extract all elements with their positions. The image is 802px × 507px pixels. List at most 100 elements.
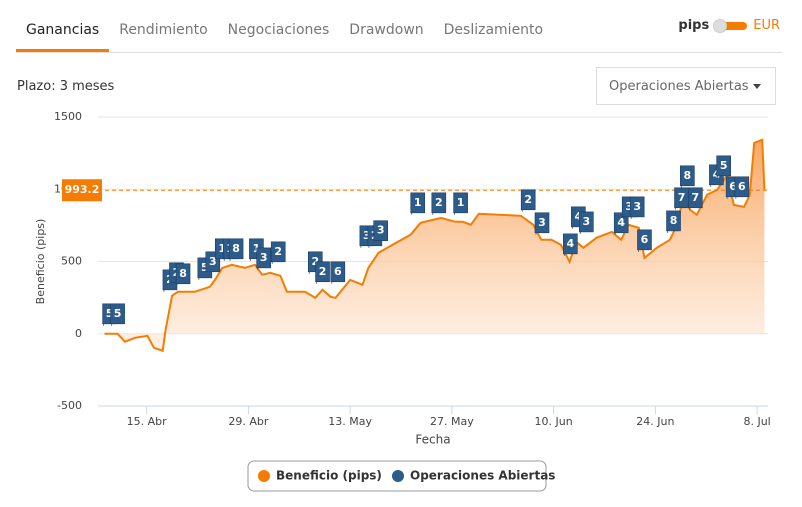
x-tick-label: 24. Jun bbox=[636, 415, 674, 428]
flag: 2 bbox=[431, 192, 447, 215]
flag-label: 8 bbox=[179, 267, 187, 280]
tab[interactable]: Drawdown bbox=[349, 22, 424, 38]
flag-label: 7 bbox=[692, 191, 700, 204]
flag-label: 7 bbox=[678, 191, 686, 204]
flag-box bbox=[613, 212, 629, 234]
flag-box bbox=[175, 263, 191, 285]
flag-label: 3 bbox=[583, 215, 591, 228]
x-tick-label: 15. Abr bbox=[127, 415, 167, 428]
flag: 3 bbox=[256, 247, 271, 270]
y-tick-label: 1500 bbox=[54, 110, 82, 123]
flag-box bbox=[228, 238, 244, 260]
flag: 4 bbox=[613, 212, 629, 235]
flag-box bbox=[579, 211, 594, 233]
x-tick-label: 27. May bbox=[430, 415, 474, 428]
x-tick-label: 8. Jul bbox=[743, 415, 770, 428]
legend-label: Beneficio (pips) bbox=[276, 469, 382, 483]
flag: 1 bbox=[410, 192, 426, 215]
flag-label: 8 bbox=[232, 242, 240, 255]
tabs: Ganancias Rendimiento Negociaciones Drawdow… bbox=[16, 0, 782, 53]
flag-label: 4 bbox=[617, 216, 625, 229]
y-tick-label: 500 bbox=[61, 255, 82, 268]
flag-box bbox=[563, 233, 578, 255]
flag-label: 3 bbox=[377, 224, 385, 237]
flag: 1 bbox=[453, 192, 468, 215]
dropdown[interactable]: Operaciones Abiertas bbox=[596, 67, 776, 105]
y-tick-label: -500 bbox=[57, 399, 82, 412]
flag-label: 2 bbox=[274, 245, 282, 258]
flag: 8 bbox=[228, 238, 244, 261]
flag-box bbox=[534, 212, 550, 234]
flag-label: 3 bbox=[538, 216, 546, 229]
flag-box bbox=[520, 189, 536, 211]
x-tick-label: 13. May bbox=[328, 415, 372, 428]
flag-label: 4 bbox=[575, 210, 583, 223]
flag-label: 2 bbox=[435, 196, 443, 209]
flag-box bbox=[629, 196, 645, 218]
toggle-left: pips bbox=[678, 18, 710, 33]
flag: 3 bbox=[629, 196, 645, 219]
flag-label: 5 bbox=[720, 159, 728, 172]
flag-label: 3 bbox=[209, 255, 217, 268]
legend-marker bbox=[258, 470, 270, 482]
flag: 2 bbox=[270, 241, 286, 264]
flag-box bbox=[270, 241, 286, 263]
flag: 4 bbox=[563, 233, 578, 256]
flag-label: 1 bbox=[218, 242, 226, 255]
currency-toggle[interactable]: pips EUR bbox=[678, 18, 780, 33]
flag: 2 bbox=[520, 189, 536, 212]
flag: 6 bbox=[637, 229, 652, 252]
flag-box bbox=[680, 165, 695, 187]
flag: 3 bbox=[534, 212, 550, 235]
flag: 3 bbox=[373, 220, 388, 243]
flag-label: 2 bbox=[311, 255, 319, 268]
legend-marker bbox=[392, 470, 404, 482]
area-fill bbox=[104, 139, 765, 351]
flag-label: 6 bbox=[334, 265, 342, 278]
x-axis-label: Fecha bbox=[415, 433, 450, 447]
x-tick-label: 10. Jun bbox=[535, 415, 573, 428]
flag-label: 6 bbox=[641, 233, 649, 246]
flag: 7 bbox=[674, 187, 689, 210]
y-axis-label: Beneficio (pips) bbox=[34, 219, 47, 305]
flag-box bbox=[315, 261, 330, 283]
tab[interactable]: Rendimiento bbox=[119, 22, 208, 38]
switch[interactable] bbox=[713, 18, 749, 33]
flag-box bbox=[716, 155, 731, 177]
flag-box bbox=[431, 192, 447, 214]
tab[interactable]: Negociaciones bbox=[227, 22, 330, 38]
flag-box bbox=[637, 229, 652, 251]
reference-label: 993.2 bbox=[65, 183, 100, 196]
flag: 8 bbox=[666, 210, 681, 233]
flag-box bbox=[453, 192, 468, 214]
flag-box bbox=[734, 176, 750, 198]
tab[interactable]: Ganancias bbox=[16, 0, 110, 52]
toggle-right: EUR bbox=[753, 18, 780, 33]
legend-label: Operaciones Abiertas bbox=[410, 469, 555, 483]
flag-label: 6 bbox=[729, 180, 737, 193]
x-tick-label: 29. Abr bbox=[228, 415, 268, 428]
flag-box bbox=[110, 303, 125, 325]
flag: 8 bbox=[175, 263, 191, 286]
period-value: 3 meses bbox=[59, 79, 115, 94]
flag-label: 5 bbox=[114, 307, 122, 320]
flag-label: 3 bbox=[363, 229, 371, 242]
flag-label: 1 bbox=[457, 196, 465, 209]
flag-box bbox=[410, 192, 426, 214]
period: Plazo: 3 meses bbox=[17, 79, 114, 94]
flag: 6 bbox=[330, 261, 346, 284]
flag: 7 bbox=[688, 187, 703, 210]
flag: 2 bbox=[315, 261, 330, 284]
flag-label: 3 bbox=[625, 200, 633, 213]
y-tick-label: 0 bbox=[75, 327, 82, 340]
period-label: Plazo: bbox=[17, 79, 56, 94]
flag-label: 4 bbox=[567, 237, 575, 250]
tab[interactable]: Deslizamiento bbox=[443, 22, 544, 38]
flag-label: 8 bbox=[670, 214, 678, 227]
flag: 5 bbox=[110, 303, 125, 326]
flag-box bbox=[666, 210, 681, 232]
flag-label: 6 bbox=[738, 180, 746, 193]
dropdown-value: Operaciones Abiertas bbox=[609, 78, 749, 94]
